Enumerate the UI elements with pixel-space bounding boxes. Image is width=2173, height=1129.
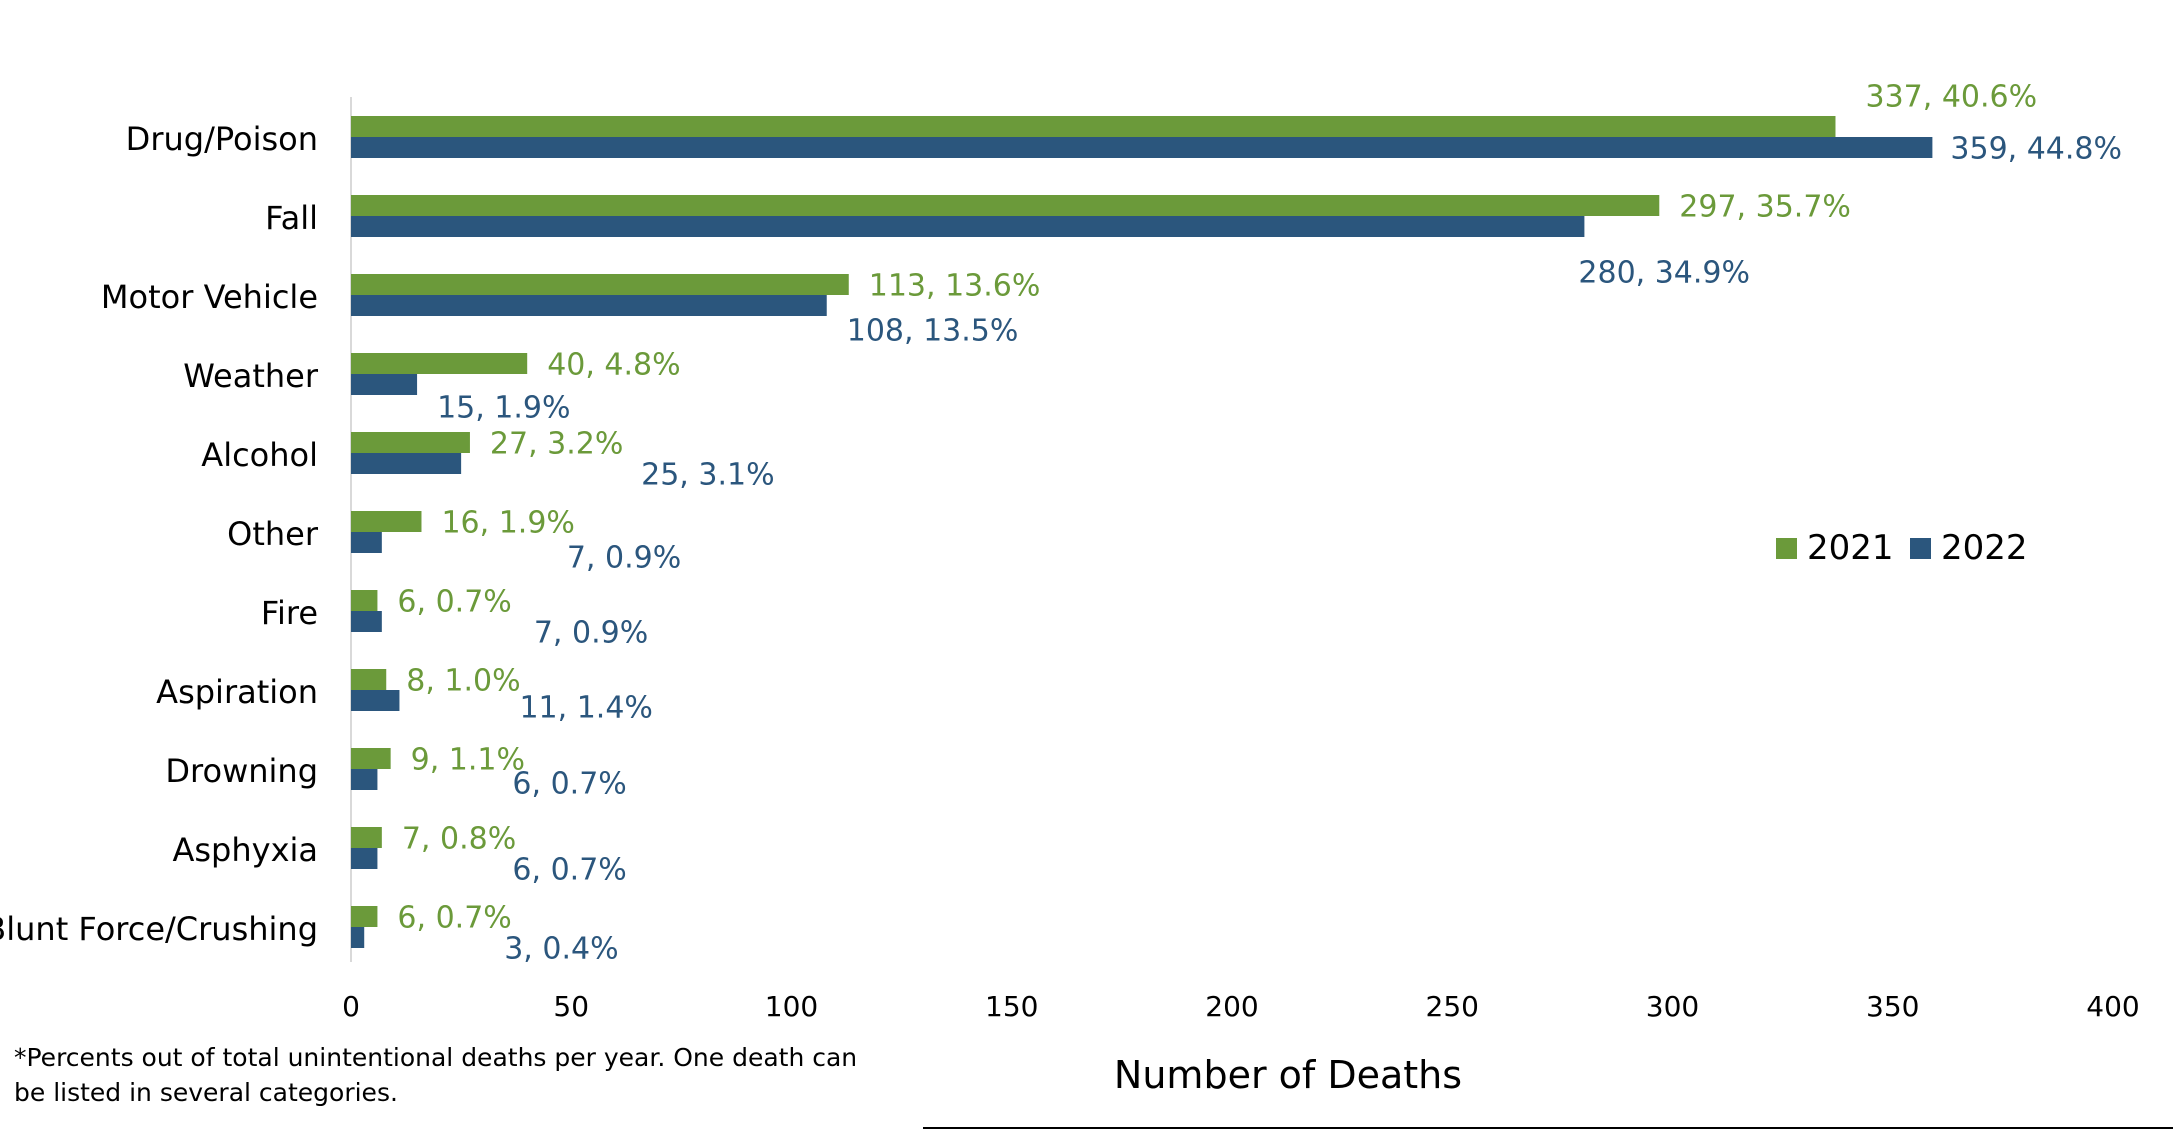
bar-2022-drowning (351, 769, 378, 790)
bar-2022-fire (351, 611, 382, 632)
category-label-blunt-force-crushing: Blunt Force/Crushing (0, 910, 318, 948)
bar-2022-alcohol (351, 453, 462, 474)
data-label-2021-fall: 297, 35.7% (1679, 190, 1851, 225)
bar-2022-motor-vehicle (351, 295, 827, 316)
x-axis-label: Number of Deaths (1114, 1053, 1462, 1097)
data-label-2021-alcohol: 27, 3.2% (490, 427, 623, 462)
data-label-2022-blunt-force-crushing: 3, 0.4% (504, 932, 618, 967)
bar-2022-fall (351, 216, 1585, 237)
bar-2021-fire (351, 590, 378, 611)
x-tick-50: 50 (553, 990, 589, 1023)
data-label-2021-weather: 40, 4.8% (547, 348, 680, 383)
data-label-2022-aspiration: 11, 1.4% (519, 691, 652, 726)
bar-2021-motor-vehicle (351, 274, 849, 295)
bar-2022-blunt-force-crushing (351, 927, 365, 948)
data-label-2022-drug-poison: 359, 44.8% (1950, 132, 2122, 167)
bar-2022-asphyxia (351, 848, 378, 869)
x-tick-150: 150 (985, 990, 1038, 1023)
legend-swatch-2021 (1776, 538, 1797, 559)
category-label-asphyxia: Asphyxia (172, 831, 318, 869)
data-label-2021-drowning: 9, 1.1% (411, 743, 525, 778)
data-label-2021-fire: 6, 0.7% (397, 585, 511, 620)
category-label-fire: Fire (261, 594, 318, 632)
bar-2021-fall (351, 195, 1660, 216)
category-label-alcohol: Alcohol (201, 436, 318, 474)
category-label-fall: Fall (265, 199, 318, 237)
legend-swatch-2022 (1910, 538, 1931, 559)
bar-2021-drowning (351, 748, 391, 769)
data-label-2021-other: 16, 1.9% (441, 506, 574, 541)
category-label-weather: Weather (183, 357, 319, 395)
bar-2022-drug-poison (351, 137, 1933, 158)
legend-label-2022: 2022 (1941, 528, 2028, 568)
data-label-2022-alcohol: 25, 3.1% (641, 458, 774, 493)
x-tick-200: 200 (1205, 990, 1258, 1023)
data-label-2022-fall: 280, 34.9% (1578, 256, 1750, 291)
data-label-2021-blunt-force-crushing: 6, 0.7% (397, 901, 511, 936)
footnote: *Percents out of total unintentional dea… (14, 1043, 858, 1107)
x-tick-250: 250 (1426, 990, 1479, 1023)
data-label-2022-weather: 15, 1.9% (437, 391, 570, 426)
bar-2021-other (351, 511, 422, 532)
bar-2022-weather (351, 374, 418, 395)
x-tick-300: 300 (1646, 990, 1699, 1023)
bar-2021-alcohol (351, 432, 470, 453)
category-label-aspiration: Aspiration (156, 673, 318, 711)
bar-2022-other (351, 532, 382, 553)
category-label-drowning: Drowning (165, 752, 318, 790)
bar-2021-weather (351, 353, 528, 374)
data-label-2021-motor-vehicle: 113, 13.6% (869, 269, 1041, 304)
data-label-2022-other: 7, 0.9% (567, 541, 681, 576)
bar-2021-drug-poison (351, 116, 1836, 137)
category-label-drug-poison: Drug/Poison (126, 120, 318, 158)
legend-label-2021: 2021 (1807, 528, 1894, 568)
data-label-2022-drowning: 6, 0.7% (512, 767, 626, 802)
data-label-2021-drug-poison: 337, 40.6% (1865, 80, 2037, 115)
x-tick-0: 0 (342, 990, 360, 1023)
category-labels: Drug/Poison Fall Motor Vehicle Weather Alcoh… (0, 120, 319, 948)
data-labels: 337, 40.6% 359, 44.8% 297, 35.7% 280, 34.9%… (397, 80, 2122, 967)
bar-2021-aspiration (351, 669, 387, 690)
x-tick-100: 100 (765, 990, 818, 1023)
x-tick-labels: 0 50 100 150 200 250 300 350 400 (342, 990, 2140, 1023)
data-label-2022-fire: 7, 0.9% (534, 616, 648, 651)
bar-2022-aspiration (351, 690, 400, 711)
x-tick-350: 350 (1866, 990, 1919, 1023)
bars-group (351, 116, 1933, 948)
x-tick-400: 400 (2086, 990, 2139, 1023)
bar-2021-blunt-force-crushing (351, 906, 378, 927)
category-label-motor-vehicle: Motor Vehicle (101, 278, 318, 316)
category-label-other: Other (227, 515, 319, 553)
data-label-2022-asphyxia: 6, 0.7% (512, 853, 626, 888)
data-label-2021-aspiration: 8, 1.0% (406, 664, 520, 699)
data-label-2021-asphyxia: 7, 0.8% (402, 822, 516, 857)
legend: 2021 2022 (1776, 528, 2028, 568)
bar-2021-asphyxia (351, 827, 382, 848)
data-label-2022-motor-vehicle: 108, 13.5% (847, 314, 1019, 349)
